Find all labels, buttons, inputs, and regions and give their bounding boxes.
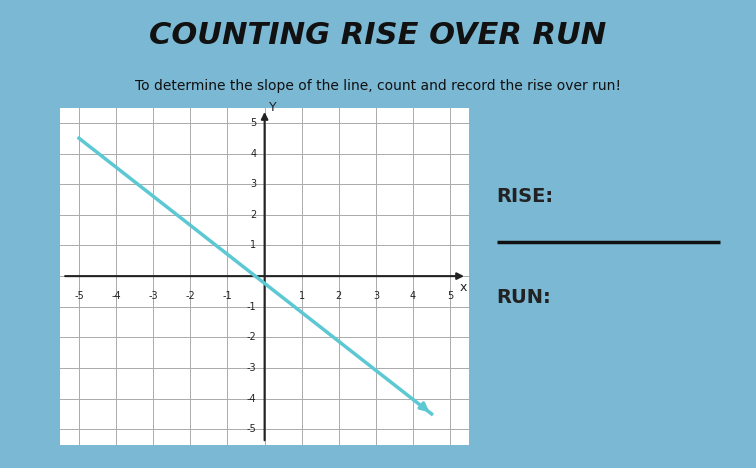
Text: RISE:: RISE: bbox=[497, 187, 554, 206]
Text: -1: -1 bbox=[246, 302, 256, 312]
Text: 1: 1 bbox=[250, 241, 256, 250]
Text: -4: -4 bbox=[246, 394, 256, 404]
Text: -2: -2 bbox=[246, 332, 256, 343]
Text: RUN:: RUN: bbox=[497, 288, 551, 307]
Text: 3: 3 bbox=[373, 292, 379, 301]
Text: -2: -2 bbox=[185, 292, 195, 301]
Text: -5: -5 bbox=[74, 292, 84, 301]
Text: 3: 3 bbox=[250, 179, 256, 189]
Text: x: x bbox=[460, 281, 467, 294]
Text: 4: 4 bbox=[410, 292, 416, 301]
Text: 4: 4 bbox=[250, 148, 256, 159]
Text: To determine the slope of the line, count and record the rise over run!: To determine the slope of the line, coun… bbox=[135, 79, 621, 93]
Text: COUNTING RISE OVER RUN: COUNTING RISE OVER RUN bbox=[150, 21, 606, 50]
Text: -4: -4 bbox=[111, 292, 121, 301]
Text: 5: 5 bbox=[250, 118, 256, 128]
Text: -1: -1 bbox=[223, 292, 232, 301]
Text: -3: -3 bbox=[148, 292, 158, 301]
Text: 2: 2 bbox=[250, 210, 256, 220]
Text: -5: -5 bbox=[246, 424, 256, 434]
Text: 5: 5 bbox=[447, 292, 454, 301]
Text: -3: -3 bbox=[246, 363, 256, 373]
Text: 1: 1 bbox=[299, 292, 305, 301]
Text: Y: Y bbox=[269, 101, 277, 114]
Text: 2: 2 bbox=[336, 292, 342, 301]
